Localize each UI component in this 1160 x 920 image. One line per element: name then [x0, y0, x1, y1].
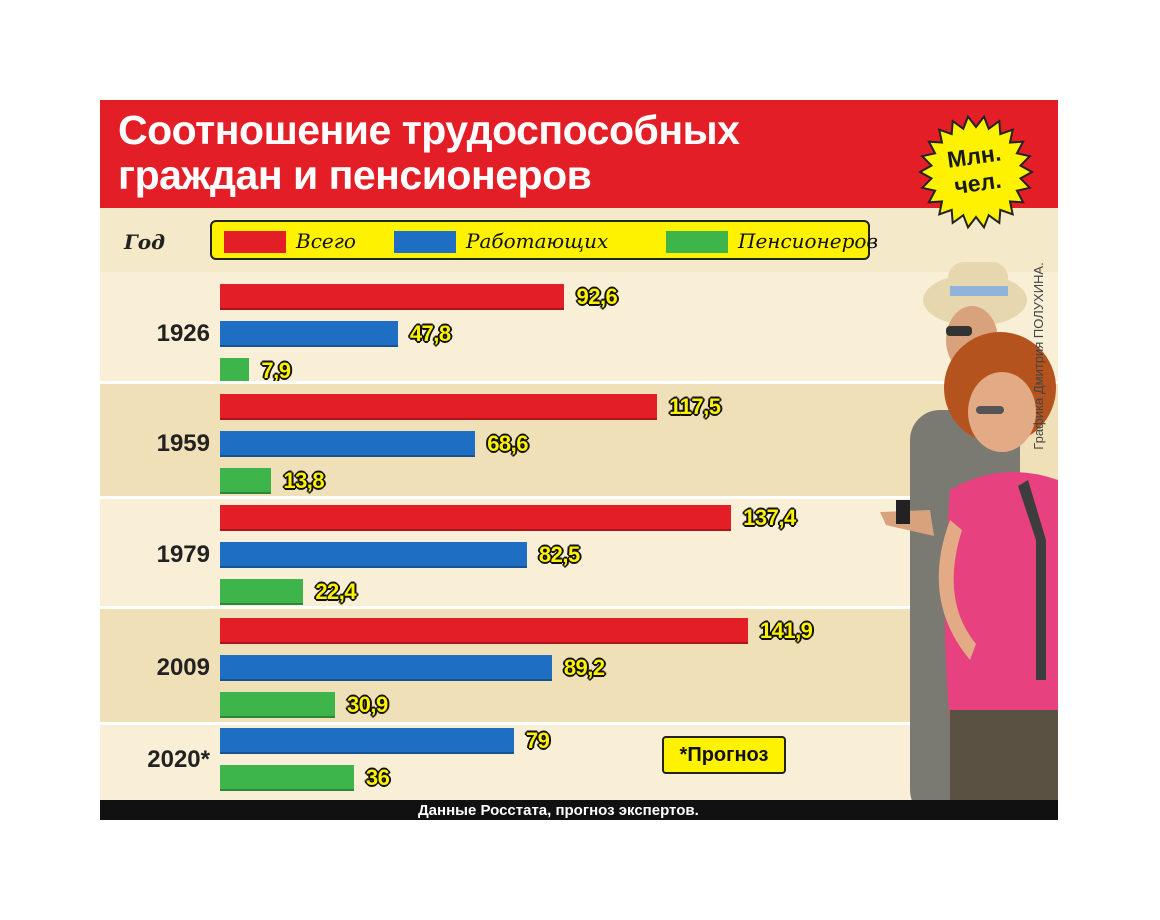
bar	[220, 618, 748, 644]
bar	[220, 655, 552, 681]
bar	[220, 394, 658, 420]
source-text: Данные Росстата, прогноз экспертов.	[418, 802, 699, 819]
bar-value-label: 137,4	[743, 505, 796, 530]
bar	[220, 542, 527, 568]
row-separator	[100, 496, 1058, 499]
elderly-couple-illustration	[880, 262, 1058, 820]
bar	[220, 284, 565, 310]
legend-swatch-total	[224, 231, 286, 253]
bar-value-label: 22,4	[315, 579, 357, 604]
legend-row: Год Всего Работающих Пенсионеров	[100, 208, 1058, 272]
row-separator	[100, 606, 1058, 609]
bar	[220, 765, 354, 791]
bar-value-label: 68,6	[487, 431, 529, 456]
bar-chart: 1926 92,6 47,8 7,9 1959 117,5 68,6 13,8 1979 137,…	[100, 272, 1058, 800]
year-label: 1979	[156, 541, 210, 568]
bar-value-label: 30,9	[346, 692, 388, 717]
legend-label-total: Всего	[296, 229, 356, 253]
year-label: 1959	[156, 430, 210, 457]
bar	[220, 431, 476, 457]
bar-value-label: 47,8	[409, 321, 451, 346]
bar-value-label: 7,9	[261, 358, 291, 383]
legend: Всего Работающих Пенсионеров	[210, 220, 878, 260]
bar-value-label: 36	[365, 765, 390, 790]
bar-value-label: 13,8	[283, 468, 325, 493]
year-column-header: Год	[124, 230, 166, 254]
infographic: Соотношение трудоспособных граждан и пен…	[100, 100, 1058, 820]
illustration-credit: Графика Дмитрия ПОЛУХИНА.	[1031, 262, 1046, 450]
row-separator	[100, 381, 1058, 384]
bar-value-label: 92,6	[576, 284, 618, 309]
bar	[220, 579, 304, 605]
chart-title: Соотношение трудоспособных граждан и пен…	[118, 107, 740, 198]
year-label: 2020*	[147, 745, 210, 773]
row-separator	[100, 722, 1058, 725]
starburst-icon	[918, 114, 1034, 230]
bar	[220, 321, 398, 347]
legend-swatch-working	[394, 231, 456, 253]
bar	[220, 468, 272, 494]
legend-swatch-pensioners	[666, 231, 728, 253]
year-label: 2009	[156, 654, 210, 681]
bar	[220, 505, 732, 531]
bar-value-label: 117,5	[669, 394, 721, 419]
bar-value-label: 89,2	[563, 655, 605, 680]
unit-badge: Млн. чел.	[918, 114, 1034, 230]
legend-label-working: Работающих	[466, 229, 609, 253]
bar	[220, 728, 514, 754]
legend-label-pensioners: Пенсионеров	[738, 229, 879, 253]
bar-value-label: 79	[525, 728, 550, 753]
header-banner: Соотношение трудоспособных граждан и пен…	[100, 100, 1058, 208]
bar-value-label: 82,5	[538, 542, 580, 567]
bar-value-label: 141,9	[759, 618, 813, 643]
bar	[220, 692, 335, 718]
year-label: 1926	[156, 320, 210, 347]
source-footer: Данные Росстата, прогноз экспертов.	[100, 800, 1058, 820]
forecast-note: *Прогноз	[662, 736, 786, 774]
